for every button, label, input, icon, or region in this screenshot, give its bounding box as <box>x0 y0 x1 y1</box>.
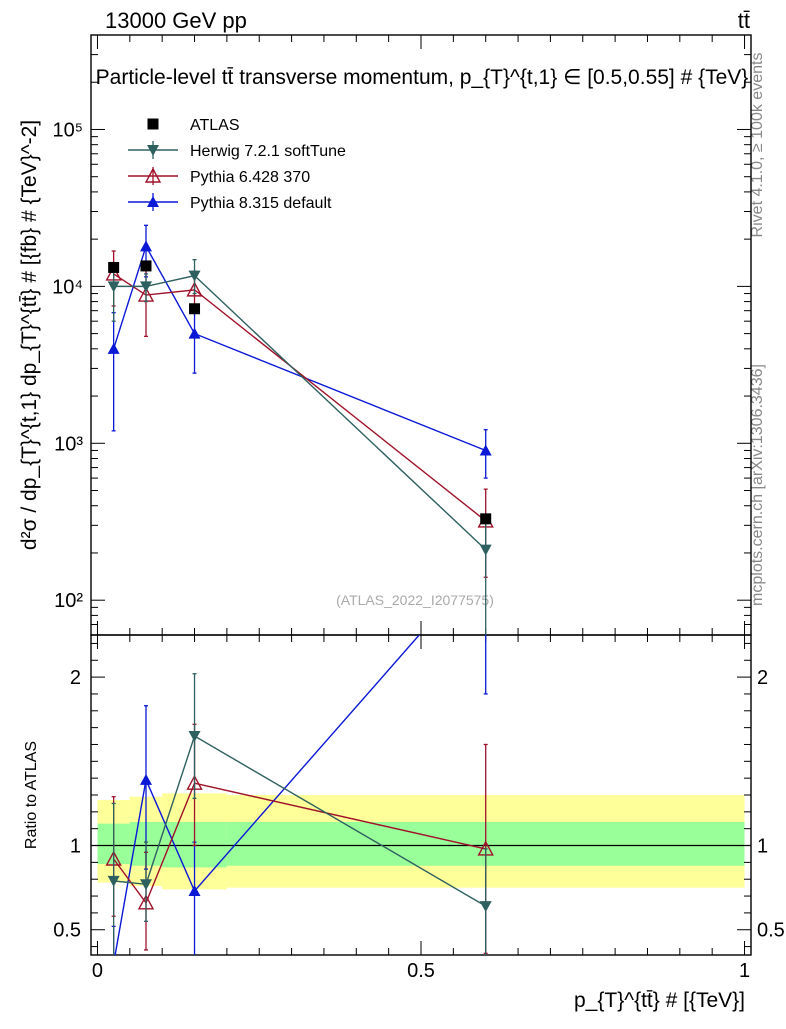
data-point <box>189 303 201 315</box>
data-point <box>479 444 492 456</box>
plot-layers: 10² 10³ 10⁴ 10⁵ 0.5 0.5 1 1 2 2 0 0.5 1 ATLAS Herwig 7… <box>52 34 785 982</box>
mcplots-label: mcplots.cern.ch [arXiv:1306.3436] <box>749 364 766 606</box>
main-y-tick-label: 10² <box>54 590 83 612</box>
data-point <box>188 885 201 896</box>
ratio-y-tick-label-right: 0.5 <box>757 920 785 942</box>
data-point <box>479 901 492 913</box>
ratio-y-tick-label: 2 <box>70 667 81 689</box>
main-series-pythia-8-315-default <box>107 224 492 479</box>
legend: ATLAS Herwig 7.2.1 softTune Pythia 6.428 3… <box>128 117 346 212</box>
main-y-tick-label: 10⁵ <box>52 119 83 141</box>
data-point <box>107 342 120 354</box>
data-point <box>140 879 152 891</box>
ratio-y-axis-label: Ratio to ATLAS <box>23 741 40 849</box>
legend-label: Herwig 7.2.1 softTune <box>190 143 346 160</box>
legend-label: Pythia 6.428 370 <box>190 169 310 186</box>
data-point <box>188 270 201 282</box>
data-point <box>140 281 152 293</box>
data-point <box>479 544 492 556</box>
main-series-atlas <box>108 260 492 525</box>
data-point <box>188 731 201 743</box>
data-point <box>480 513 492 525</box>
ratio-y-tick-label: 1 <box>70 836 81 858</box>
ratio-y-tick-label-right: 1 <box>757 836 768 858</box>
ratio-series-pythia-8-315-default <box>108 635 488 968</box>
x-tick-label: 1 <box>739 960 750 982</box>
series-line <box>113 735 487 907</box>
data-point <box>107 875 120 887</box>
legend-marker <box>147 196 159 207</box>
data-point <box>140 773 152 785</box>
data-point <box>140 240 152 252</box>
plot-title: Particle-level tt̄ transverse momentum, … <box>96 66 749 89</box>
ratio-y-tick-label-right: 2 <box>757 667 768 689</box>
data-point <box>186 281 203 297</box>
legend-marker <box>147 118 159 130</box>
x-axis-label: p_{T}^{tt̄} # [{TeV}] <box>574 989 745 1012</box>
data-point <box>140 260 152 272</box>
axis-ticks: 10² 10³ 10⁴ 10⁵ 0.5 0.5 1 1 2 2 0 0.5 1 <box>52 35 785 982</box>
data-point <box>108 957 120 968</box>
ratio-y-tick-label: 0.5 <box>53 920 81 942</box>
main-series-herwig-7-2-1-softtune <box>107 259 492 635</box>
legend-marker <box>147 145 159 156</box>
legend-label: Pythia 8.315 default <box>190 195 332 212</box>
series-line <box>113 782 486 905</box>
main-y-axis-label: d²σ / dp_{T}^{t,1} dp_{T}^{tt̄} # [{fb} … <box>18 120 41 550</box>
data-point <box>108 261 120 273</box>
header-left: 13000 GeV pp <box>105 8 247 33</box>
main-series-pythia-6-428-370 <box>105 250 494 578</box>
ratio-uncertainty-bands <box>91 793 751 890</box>
legend-label: ATLAS <box>190 117 240 134</box>
ratio-series-herwig-7-2-1-softtune <box>107 673 492 955</box>
analysis-watermark: (ATLAS_2022_I2077575) <box>336 592 494 608</box>
series-line <box>112 244 486 452</box>
x-tick-label: 0 <box>92 960 103 982</box>
main-y-tick-label: 10⁴ <box>52 276 83 298</box>
header-right: tt̄ <box>738 8 750 33</box>
series-line <box>113 273 487 522</box>
main-y-tick-label: 10³ <box>54 433 83 455</box>
rivet-label: Rivet 4.1.0, ≥ 100k events <box>749 53 766 238</box>
data-point <box>107 281 120 293</box>
legend-marker <box>144 167 162 183</box>
x-tick-label: 0.5 <box>407 960 435 982</box>
series-line <box>113 274 487 551</box>
data-point <box>188 327 201 339</box>
series-line <box>114 635 421 955</box>
